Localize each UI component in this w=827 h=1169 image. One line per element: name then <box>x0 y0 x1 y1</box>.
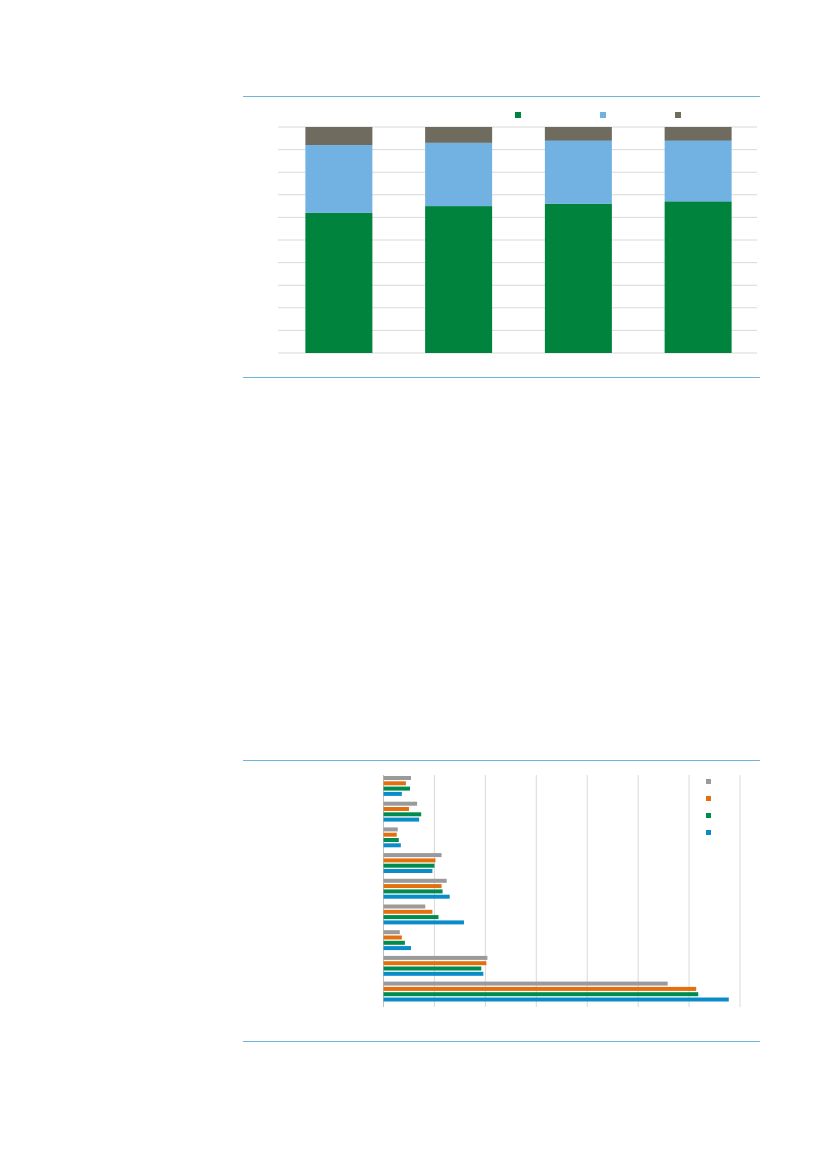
chart2-bar-series-4 <box>383 869 433 873</box>
chart2-bar-series-3 <box>383 863 435 868</box>
chart2-legend-swatch-2 <box>706 796 711 801</box>
chart2-bar-series-2 <box>383 858 436 863</box>
chart2-bar-series-4 <box>383 920 464 925</box>
chart2-bar-series-4 <box>383 843 401 848</box>
chart2-legend-swatch-3 <box>706 813 711 818</box>
chart1-bar-segment-1 <box>305 212 373 353</box>
chart2-bar-series-4 <box>383 894 450 899</box>
chart1-bar-segment-2 <box>425 142 493 207</box>
chart2-bar-series-4 <box>383 971 484 976</box>
chart1-legend-swatch-2 <box>600 112 606 118</box>
chart2-bar-series-1 <box>383 904 426 909</box>
chart2-bar-series-2 <box>383 961 487 966</box>
chart1-bar-segment-1 <box>425 206 493 353</box>
chart2-bar-series-1 <box>383 801 418 806</box>
chart1-bar-segment-2 <box>305 145 373 213</box>
stacked-bar-chart <box>278 112 757 354</box>
chart2-bar-series-1 <box>383 955 488 960</box>
chart2-bar-series-3 <box>383 940 405 945</box>
chart2-bar-series-2 <box>383 935 402 940</box>
chart2-bar-series-3 <box>383 786 410 791</box>
chart2-top-rule <box>243 760 760 761</box>
chart1-bar-segment-1 <box>544 203 612 353</box>
chart2-legend-swatch-1 <box>706 779 711 784</box>
chart2-bar-series-3 <box>383 889 443 894</box>
chart2-bar-series-3 <box>383 992 699 997</box>
chart2-legend-swatch-4 <box>706 830 711 835</box>
chart2-bar-series-2 <box>383 909 433 914</box>
chart1-legend-swatch-3 <box>675 112 681 118</box>
chart1-legend-swatch-1 <box>515 112 521 118</box>
chart2-bar-series-4 <box>383 997 729 1002</box>
chart1-bar-segment-3 <box>305 127 373 146</box>
chart1-bottom-rule <box>243 377 760 378</box>
chart1-bar-segment-3 <box>664 127 732 141</box>
chart1-bar-segment-1 <box>664 201 732 353</box>
chart2-bar-series-3 <box>383 915 439 920</box>
chart1-top-rule <box>243 96 760 97</box>
chart2-bar-series-2 <box>383 884 442 889</box>
chart2-bar-series-2 <box>383 986 697 991</box>
chart2-bar-series-1 <box>383 930 400 935</box>
chart2-bar-series-1 <box>383 827 398 832</box>
chart2-bar-series-2 <box>383 781 406 786</box>
chart2-bar-series-4 <box>383 946 412 951</box>
chart1-bar-segment-2 <box>664 140 732 202</box>
chart2-bar-series-4 <box>383 817 420 822</box>
chart2-bottom-rule <box>243 1041 760 1042</box>
chart1-bar-segment-3 <box>544 127 612 141</box>
chart2-bar-series-1 <box>383 981 668 986</box>
chart1-bar-segment-2 <box>544 140 612 204</box>
chart2-bar-series-3 <box>383 838 399 842</box>
chart2-bar-series-2 <box>383 807 409 811</box>
chart2-bar-series-3 <box>383 966 482 971</box>
chart2-bar-series-1 <box>383 853 442 858</box>
chart1-bar-segment-3 <box>425 127 493 143</box>
chart2-bar-series-1 <box>383 878 447 883</box>
chart2-bar-series-2 <box>383 832 397 837</box>
chart2-bar-series-1 <box>383 776 412 780</box>
chart2-bar-series-3 <box>383 812 422 817</box>
chart2-bar-series-4 <box>383 791 402 796</box>
